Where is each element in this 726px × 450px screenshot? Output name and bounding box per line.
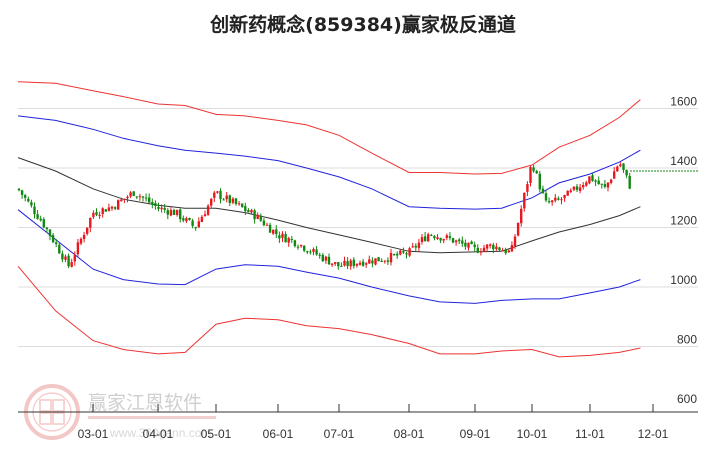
outer-lower-line bbox=[17, 265, 641, 358]
watermark-brand: 赢家江恩软件 bbox=[88, 392, 202, 414]
watermark-url: www.360gann.com bbox=[109, 426, 211, 440]
y-tick-label: 600 bbox=[677, 392, 697, 406]
inner-lower-line bbox=[17, 209, 641, 304]
y-tick-label: 1000 bbox=[670, 273, 697, 287]
channel-lines bbox=[17, 81, 641, 358]
x-tick-label: 09-01 bbox=[460, 427, 491, 441]
x-tick-label: 06-01 bbox=[263, 427, 294, 441]
y-tick-label: 800 bbox=[677, 333, 697, 347]
x-tick-label: 11-01 bbox=[575, 427, 605, 441]
x-tick-label: 05-01 bbox=[201, 427, 232, 441]
y-tick-label: 1400 bbox=[670, 154, 697, 168]
x-tick-label: 04-01 bbox=[143, 427, 174, 441]
x-axis-labels: 03-01 04-01 05-01 06-01 07-01 08-01 09-01 10-01… bbox=[78, 404, 669, 441]
middle-line bbox=[17, 157, 641, 254]
x-tick-label: 08-01 bbox=[394, 427, 425, 441]
inner-upper-line bbox=[17, 115, 641, 210]
x-tick-label: 07-01 bbox=[324, 427, 355, 441]
chart-title: 创新药概念(859384)赢家极反通道 bbox=[210, 14, 516, 36]
x-tick-label: 03-01 bbox=[78, 427, 109, 441]
candlesticks bbox=[17, 162, 631, 270]
outer-upper-line bbox=[17, 81, 641, 175]
watermark: 赢家江恩软件 www.360gann.com bbox=[24, 384, 216, 440]
x-tick-label: 12-01 bbox=[638, 427, 669, 441]
watermark-underline bbox=[88, 416, 216, 419]
y-tick-label: 1200 bbox=[670, 214, 697, 228]
y-axis-labels: 1600 1400 1200 1000 800 600 bbox=[670, 95, 697, 407]
x-tick-label: 10-01 bbox=[517, 427, 548, 441]
y-tick-label: 1600 bbox=[670, 95, 697, 109]
grid-lines bbox=[18, 108, 698, 347]
